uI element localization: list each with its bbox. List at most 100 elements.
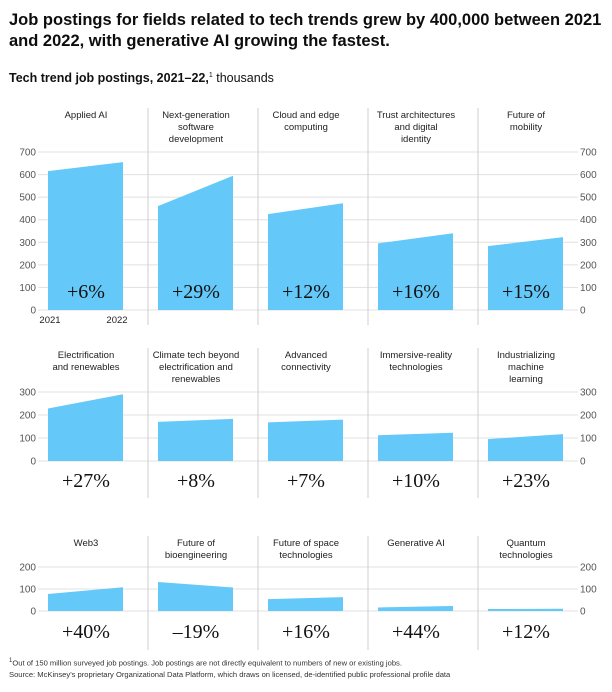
panel: Cloud and edge computing +12%	[268, 110, 343, 310]
area-series	[378, 605, 453, 611]
panel-label: Immersive-reality technologies	[380, 350, 453, 373]
y-tick-label-left: 300	[19, 238, 36, 249]
footnotes: 1Out of 150 million surveyed job posting…	[9, 656, 605, 680]
subtitle-bold: Tech trend job postings, 2021–22,	[9, 71, 209, 85]
panel-label: Future of bioengineering	[165, 538, 227, 561]
panel-label-line: Industrializing	[497, 350, 555, 361]
y-tick-label-left: 200	[19, 563, 36, 574]
panel: Future of space technologies +16%	[268, 538, 343, 643]
panel-label: Trust architectures and digital identity	[377, 110, 456, 145]
panel-label-line: Applied AI	[65, 110, 108, 121]
y-tick-label-left: 600	[19, 170, 36, 181]
area-series	[268, 419, 343, 461]
panel: Climate tech beyond electrification and re…	[153, 350, 240, 492]
area-series	[488, 608, 563, 611]
chart-subtitle: Tech trend job postings, 2021–22,1 thous…	[9, 70, 274, 86]
panel-label-line: Quantum	[506, 538, 545, 549]
change-label: +10%	[392, 470, 440, 492]
change-label: +16%	[392, 281, 440, 303]
panel-label-line: development	[169, 134, 224, 145]
change-label: +8%	[177, 470, 215, 492]
panel-label-line: bioengineering	[165, 550, 227, 561]
panel-label: Advanced connectivity	[281, 350, 331, 373]
change-label: +40%	[62, 621, 110, 643]
y-tick-label-right: 700	[580, 148, 597, 159]
area-series	[48, 162, 123, 310]
panel-label-line: Advanced	[285, 350, 327, 361]
chart-row-1: 0 0 100 100 200 200 300 300 400 400 500 500 600 600 70…	[19, 108, 597, 326]
chart-row-2: 0 0 100 100 200 200 300 300 Electrification and r…	[19, 348, 597, 498]
panel-label: Electrification and renewables	[52, 350, 119, 373]
panel-label-line: renewables	[172, 374, 221, 385]
y-tick-label-left: 0	[30, 306, 36, 317]
panel: Generative AI +44%	[378, 538, 453, 643]
area-series	[48, 394, 123, 461]
y-tick-label-right: 500	[580, 193, 597, 204]
area-series	[48, 587, 123, 611]
subtitle-unit: thousands	[216, 71, 274, 85]
panel: Immersive-reality technologies +10%	[378, 350, 453, 492]
y-tick-label-left: 700	[19, 148, 36, 159]
subtitle-footnote-mark: 1	[208, 72, 213, 79]
panel-label-line: Next-generation	[162, 110, 230, 121]
source-note: Source: McKinsey's proprietary Organizat…	[9, 669, 451, 679]
change-label: +7%	[287, 470, 325, 492]
y-tick-label-right: 100	[580, 283, 597, 294]
panel: Applied AI +6% 2021 2022	[39, 110, 127, 326]
panel-label: Cloud and edge computing	[272, 110, 339, 133]
area-series	[378, 233, 453, 310]
y-tick-label-right: 400	[580, 215, 597, 226]
area-series	[268, 597, 343, 611]
footnote-note: 1Out of 150 million surveyed job posting…	[9, 656, 605, 669]
change-label: +6%	[67, 281, 105, 303]
chart-row-3: 0 0 100 100 200 200 Web3 +40% Future of bioengine…	[19, 536, 597, 650]
panel-label-line: Generative AI	[387, 538, 445, 549]
panel-label-line: software	[178, 122, 214, 133]
y-tick-label-right: 300	[580, 388, 597, 399]
panel: Future of bioengineering –19%	[158, 538, 233, 643]
panel-label-line: Web3	[74, 538, 99, 549]
panel-label-line: connectivity	[281, 362, 331, 373]
y-tick-label-right: 0	[580, 457, 586, 468]
y-tick-label-right: 0	[580, 306, 586, 317]
panel: Electrification and renewables +27%	[48, 350, 123, 492]
change-label: +12%	[282, 281, 330, 303]
panel-label-line: Electrification	[58, 350, 115, 361]
area-series	[268, 203, 343, 310]
change-label: +27%	[62, 470, 110, 492]
y-tick-label-left: 400	[19, 215, 36, 226]
x-tick-label: 2022	[106, 315, 127, 326]
panel-label-line: Future of	[507, 110, 545, 121]
x-tick-label: 2021	[39, 315, 60, 326]
panel-label: Industrializing machine learning	[497, 350, 555, 385]
panel-label-line: technologies	[389, 362, 443, 373]
panel-label-line: computing	[284, 122, 328, 133]
headline: Job postings for fields related to tech …	[9, 11, 602, 50]
y-tick-label-right: 600	[580, 170, 597, 181]
area-series	[488, 434, 563, 461]
panel-label-line: machine	[508, 362, 544, 373]
y-tick-label-right: 300	[580, 238, 597, 249]
y-tick-label-left: 100	[19, 283, 36, 294]
area-series	[488, 237, 563, 310]
y-tick-label-left: 100	[19, 585, 36, 596]
change-label: +44%	[392, 621, 440, 643]
panel-label: Next-generation software development	[162, 110, 230, 145]
panel-label-line: learning	[509, 374, 543, 385]
y-tick-label-left: 200	[19, 260, 36, 271]
change-label: +16%	[282, 621, 330, 643]
panel-label: Applied AI	[65, 110, 108, 121]
y-tick-label-left: 200	[19, 411, 36, 422]
panel-label: Future of space technologies	[273, 538, 339, 561]
panel-label-line: electrification and	[159, 362, 233, 373]
panel-label-line: Future of	[177, 538, 215, 549]
y-tick-label-left: 500	[19, 193, 36, 204]
area-series	[158, 581, 233, 611]
y-tick-label-left: 300	[19, 388, 36, 399]
panel-label-line: Future of space	[273, 538, 339, 549]
y-tick-label-right: 0	[580, 607, 586, 618]
change-label: +23%	[502, 470, 550, 492]
area-series	[378, 432, 453, 461]
panel-label-line: mobility	[510, 122, 542, 133]
